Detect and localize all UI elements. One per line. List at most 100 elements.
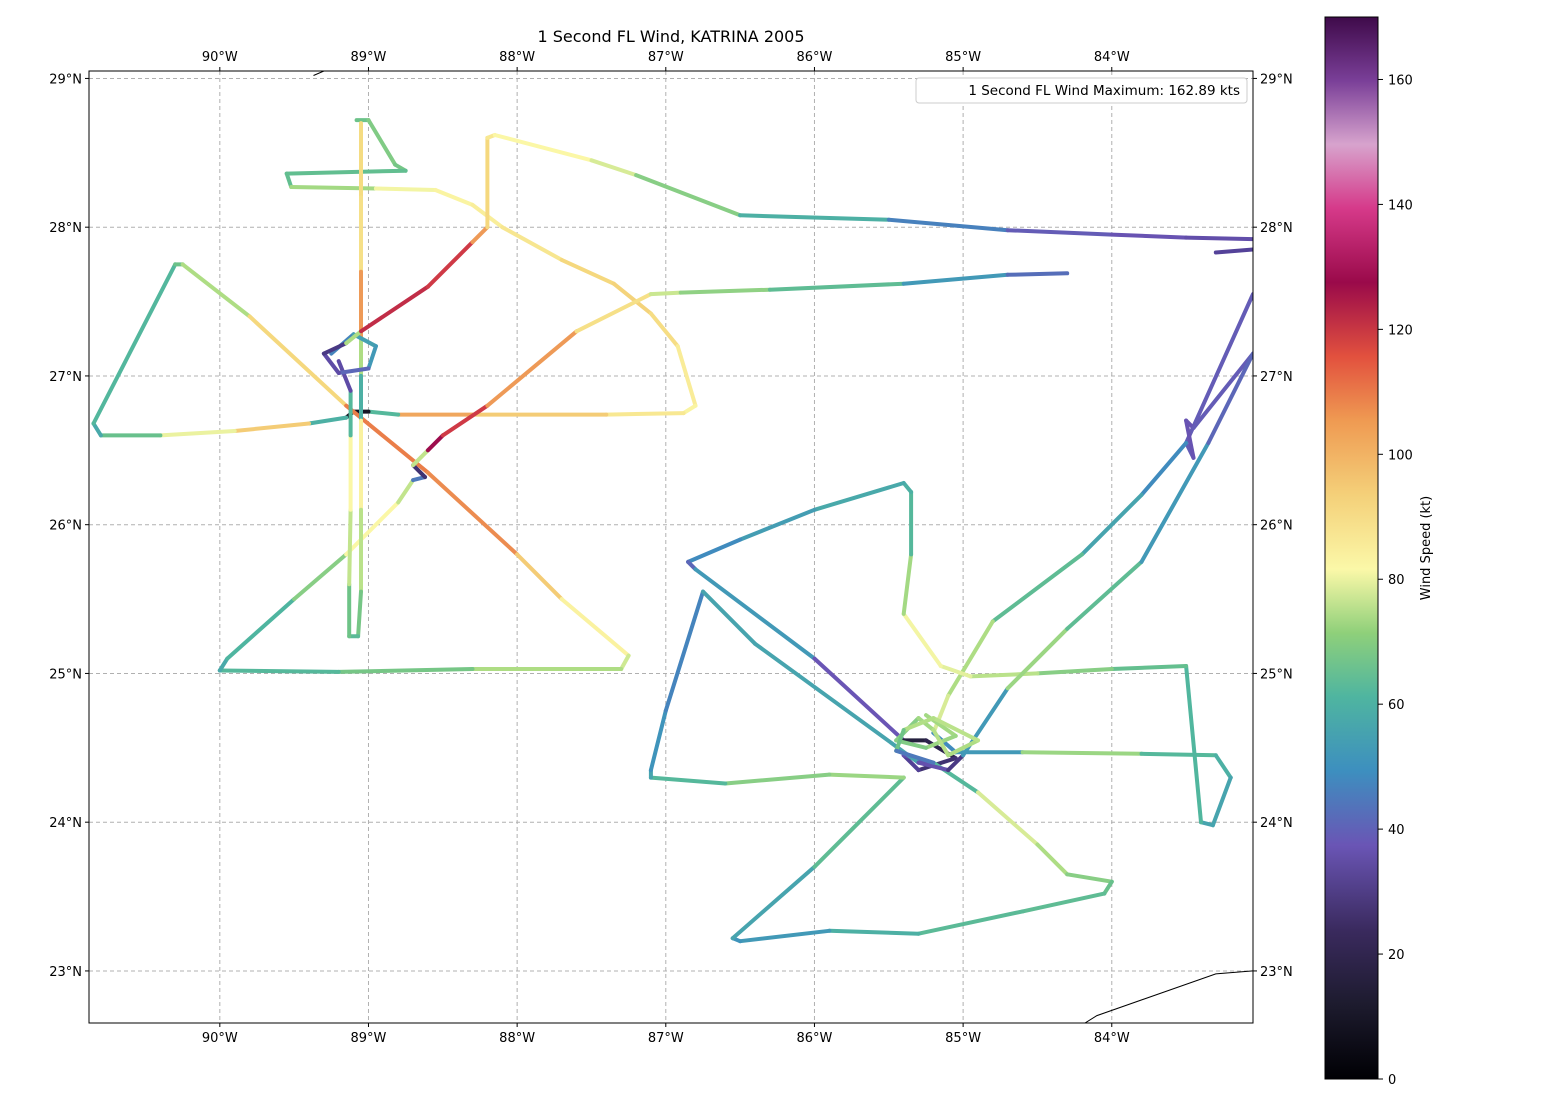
lon-tick-label-top: 87°W xyxy=(648,50,684,65)
flight-track xyxy=(321,133,1253,375)
track-segment xyxy=(433,188,475,207)
track-segment xyxy=(411,463,427,480)
track-segment xyxy=(373,186,438,192)
track-segment xyxy=(812,656,906,743)
track-segment xyxy=(1035,842,1070,877)
lat-tick-label-right: 29°N xyxy=(1260,72,1293,87)
lon-tick-label-bottom: 87°W xyxy=(648,1031,684,1046)
track-segment xyxy=(91,421,103,438)
track-segment xyxy=(359,284,430,334)
track-segment xyxy=(916,716,936,732)
lat-tick-label-right: 23°N xyxy=(1260,965,1293,980)
track-segment xyxy=(425,240,475,289)
lat-tick-label-left: 25°N xyxy=(49,667,82,682)
track-segment xyxy=(366,118,398,167)
track-segment xyxy=(1020,750,1144,756)
track-segment xyxy=(366,344,378,371)
coastline xyxy=(1084,970,1253,1023)
track-segment xyxy=(344,329,363,346)
colorbar-tick-label: 20 xyxy=(1388,948,1405,963)
lat-tick-label-left: 28°N xyxy=(49,221,82,236)
track-segment xyxy=(686,537,743,564)
legend-text: 1 Second FL Wind Maximum: 162.89 kts xyxy=(968,83,1240,99)
track-segment xyxy=(931,716,980,743)
track-segment xyxy=(976,790,1040,847)
colorbar-label: Wind Speed (kt) xyxy=(1419,496,1434,600)
track-segment xyxy=(180,262,252,319)
lon-tick-label-top: 88°W xyxy=(499,50,535,65)
track-segment xyxy=(1206,351,1253,445)
latitude-ticks: 23°N 23°N 24°N 24°N 25°N 25°N 26°N 26°N 27°N 27°N… xyxy=(49,72,1293,980)
lon-tick-label-bottom: 88°W xyxy=(499,1031,535,1046)
track-segment xyxy=(321,351,341,375)
track-segment xyxy=(559,597,631,658)
track-segment xyxy=(336,359,353,393)
track-segment xyxy=(681,403,698,416)
track-segment xyxy=(289,185,378,191)
lon-tick-label-top: 89°W xyxy=(351,50,387,65)
longitude-ticks: 90°W 90°W 89°W 89°W 88°W 88°W 87°W 87°W 86°W 86°W… xyxy=(202,50,1130,1046)
track-segment xyxy=(738,507,817,542)
track-segment xyxy=(812,775,906,869)
flight-track xyxy=(648,351,1253,944)
track-segment xyxy=(1005,626,1070,691)
track-segment xyxy=(366,409,401,417)
track-segment xyxy=(723,772,832,786)
track-segment xyxy=(1139,751,1218,758)
track-segment xyxy=(91,262,178,426)
track-segment xyxy=(425,433,445,453)
track-segment xyxy=(678,287,772,295)
track-segment xyxy=(1065,559,1144,631)
track-segment xyxy=(1109,232,1189,240)
colorbar-tick-label: 140 xyxy=(1388,198,1413,213)
track-segment xyxy=(894,748,936,765)
flight-track xyxy=(1213,247,1253,255)
track-segment xyxy=(693,567,817,661)
track-segment xyxy=(894,728,906,753)
track-segment xyxy=(968,671,1040,679)
legend: 1 Second FL Wind Maximum: 162.89 kts xyxy=(915,77,1248,104)
track-segment xyxy=(1213,753,1233,780)
lon-tick-label-top: 86°W xyxy=(797,50,833,65)
track-segment xyxy=(931,693,951,735)
track-segment xyxy=(284,168,408,176)
lat-tick-label-right: 27°N xyxy=(1260,370,1293,385)
flight-track xyxy=(894,713,980,765)
track-segment xyxy=(931,728,951,758)
track-segment xyxy=(589,158,639,178)
lat-tick-label-right: 26°N xyxy=(1260,519,1293,534)
track-segment xyxy=(648,290,683,297)
track-segment xyxy=(574,292,653,334)
track-segment xyxy=(344,500,401,557)
track-segment xyxy=(292,552,349,602)
track-segment xyxy=(1102,879,1114,896)
track-segment xyxy=(1139,440,1189,497)
track-segment xyxy=(284,171,294,189)
gridlines xyxy=(89,71,1253,1023)
lat-tick-label-right: 28°N xyxy=(1260,221,1293,236)
track-segment xyxy=(611,281,653,316)
legend-box xyxy=(915,77,1248,104)
track-segment xyxy=(938,664,973,679)
lat-tick-label-left: 26°N xyxy=(49,519,82,534)
track-segment xyxy=(485,329,579,408)
track-segment xyxy=(1184,292,1253,445)
track-segment xyxy=(500,225,564,262)
colorbar-tick-label: 120 xyxy=(1388,323,1413,338)
track-segment xyxy=(634,173,743,218)
track-segment xyxy=(738,928,832,944)
flight-track xyxy=(91,118,1070,674)
track-segment xyxy=(663,589,705,713)
track-segment xyxy=(1035,667,1114,676)
track-segment xyxy=(946,753,966,773)
track-segment xyxy=(812,481,906,512)
track-segment xyxy=(990,552,1084,624)
colorbar-tick-label: 80 xyxy=(1388,573,1405,588)
track-segment xyxy=(425,470,520,557)
track-segment xyxy=(217,656,230,673)
track-segment xyxy=(648,311,680,349)
colorbar: 0 20 40 60 80 100 120 140 160 Wind Speed (kt) xyxy=(1324,16,1434,1088)
colorbar-tick-label: 60 xyxy=(1388,698,1405,713)
lon-tick-label-bottom: 89°W xyxy=(351,1031,387,1046)
